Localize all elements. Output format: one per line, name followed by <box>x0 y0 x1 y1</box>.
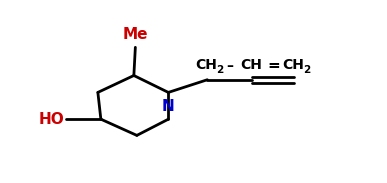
Text: =: = <box>267 58 280 73</box>
Text: 2: 2 <box>216 65 223 75</box>
Text: CH: CH <box>240 58 262 72</box>
Text: –: – <box>226 59 233 73</box>
Text: CH: CH <box>195 58 217 72</box>
Text: Me: Me <box>123 27 148 42</box>
Text: 2: 2 <box>303 65 310 75</box>
Text: CH: CH <box>282 58 304 72</box>
Text: N: N <box>162 100 175 114</box>
Text: HO: HO <box>39 112 65 127</box>
